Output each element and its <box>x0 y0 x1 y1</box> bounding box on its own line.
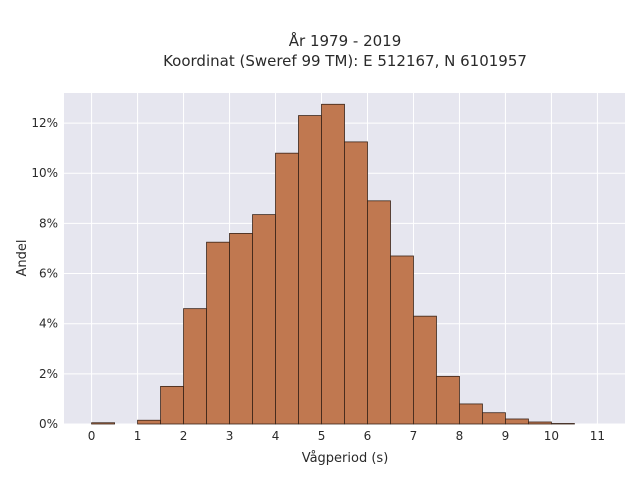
y-tick-label: 12% <box>31 116 58 130</box>
histogram-bar <box>160 385 184 425</box>
chart-title-line1: År 1979 - 2019 <box>289 31 402 50</box>
x-tick-label: 10 <box>544 429 559 443</box>
histogram-bar <box>482 412 506 425</box>
y-tick-label: 6% <box>39 267 58 281</box>
y-tick-label: 8% <box>39 216 58 230</box>
x-tick-label: 4 <box>272 429 280 443</box>
y-tick-labels: 0% 2% 4% 6% 8% 10% 12% <box>31 116 58 431</box>
histogram-bar <box>551 423 575 425</box>
histogram-bar <box>275 152 299 425</box>
y-tick-label: 4% <box>39 317 58 331</box>
y-axis-label: Andel <box>15 240 30 277</box>
histogram-bar <box>367 200 391 425</box>
x-tick-label: 3 <box>226 429 234 443</box>
histogram-bar <box>390 255 414 425</box>
histogram-bar <box>436 375 460 425</box>
chart-title-line2: Koordinat (Sweref 99 TM): E 512167, N 61… <box>163 52 527 70</box>
histogram-bar <box>298 115 322 425</box>
histogram-bar <box>528 421 552 425</box>
x-tick-label: 5 <box>318 429 326 443</box>
x-tick-label: 2 <box>180 429 188 443</box>
x-tick-label: 11 <box>590 429 605 443</box>
y-tick-label: 2% <box>39 367 58 381</box>
x-axis-label: Vågperiod (s) <box>302 451 389 466</box>
histogram-bar <box>183 308 207 425</box>
y-tick-label: 10% <box>31 166 58 180</box>
histogram-bar <box>252 214 276 425</box>
histogram-bar <box>206 241 230 425</box>
x-tick-label: 6 <box>364 429 372 443</box>
histogram-bar <box>137 419 161 425</box>
x-tick-label: 8 <box>456 429 464 443</box>
x-tick-label: 0 <box>88 429 96 443</box>
x-tick-label: 7 <box>410 429 418 443</box>
histogram-bar <box>459 403 483 425</box>
histogram-bar <box>321 103 345 425</box>
x-tick-labels: 0 1 2 3 4 5 6 7 8 9 10 11 <box>88 429 605 443</box>
histogram-bar <box>505 418 529 425</box>
histogram-bar <box>344 141 368 425</box>
histogram-bar <box>229 233 253 425</box>
x-tick-label: 1 <box>134 429 142 443</box>
x-tick-label: 9 <box>502 429 510 443</box>
bars <box>91 103 575 425</box>
histogram-bar <box>91 422 115 425</box>
y-tick-label: 0% <box>39 417 58 431</box>
histogram-bar <box>413 315 437 425</box>
